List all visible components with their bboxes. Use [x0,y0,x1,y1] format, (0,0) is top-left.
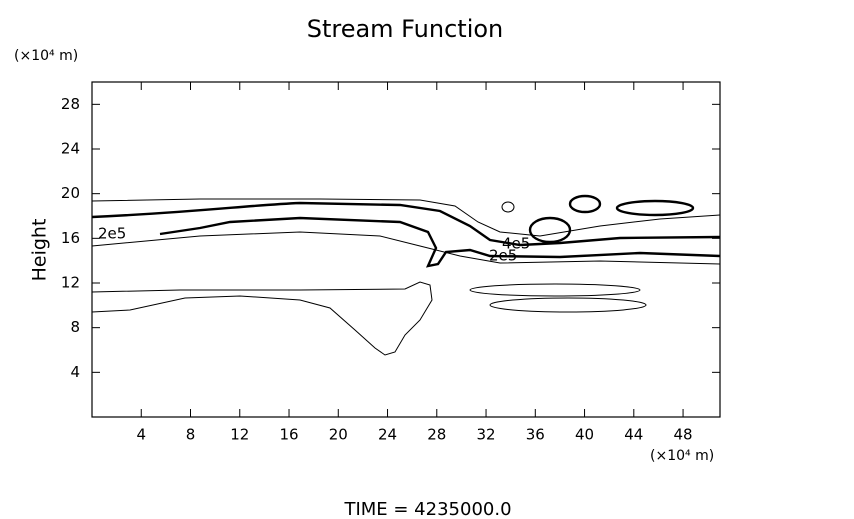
contour-line [91,231,721,265]
footer: TIME = 4235000.0 [343,499,511,519]
y-axis-label: Height [29,219,51,282]
contour-blob [528,216,572,244]
y-tick-label: 28 [61,95,80,113]
contour-label: 4e5 [502,235,530,253]
x-unit: (×10⁴ m) [650,448,714,464]
contour-label: 2e5 [489,247,517,265]
contour-blob [501,201,515,213]
y-tick-label: 24 [61,140,80,158]
contour-blob [615,199,695,217]
contours [91,194,721,356]
x-tick-label: 48 [674,426,693,444]
y-unit: (×10⁴ m) [14,48,78,64]
contour-line [91,201,721,247]
contour-blob [489,297,647,313]
y-tick-label: 4 [70,363,80,381]
y-tick-label: 12 [61,274,80,292]
x-tick-label: 44 [624,426,643,444]
y-tick-label: 20 [61,184,80,202]
x-tick-label: 16 [279,426,298,444]
x-tick-label: 4 [136,426,146,444]
plot-frame [91,81,721,418]
y-tick-label: 16 [61,229,80,247]
contour-blob [469,283,641,297]
contour-label: 2e5 [98,225,126,243]
x-tick-label: 40 [575,426,594,444]
contour-blob [568,194,602,214]
x-tick-label: 20 [329,426,348,444]
chart-title: Stream Function [307,15,504,43]
contour-line [91,281,433,356]
y-tick-label: 8 [70,318,80,336]
x-tick-label: 28 [427,426,446,444]
x-tick-label: 8 [186,426,196,444]
contour-line [159,216,721,268]
x-tick-label: 24 [378,426,397,444]
contour-line [91,198,721,237]
x-tick-label: 32 [476,426,495,444]
x-tick-label: 12 [230,426,249,444]
x-tick-label: 36 [526,426,545,444]
